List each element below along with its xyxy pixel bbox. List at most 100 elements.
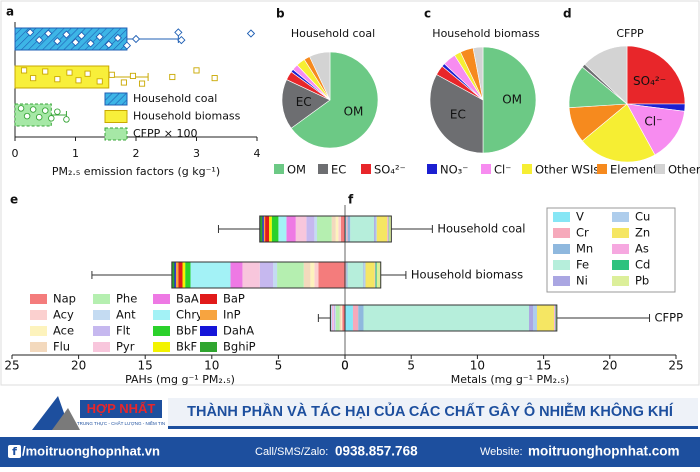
facebook-link[interactable]: /moitruonghopnhat.vn — [22, 443, 160, 458]
bar-segment — [314, 262, 318, 288]
legend-label: BaP — [223, 292, 245, 306]
point — [85, 71, 90, 76]
legend-swatch — [30, 310, 47, 320]
point — [67, 70, 72, 75]
bar-segment — [265, 216, 269, 242]
bar-segment — [296, 216, 307, 242]
point — [64, 117, 70, 123]
bar-segment — [364, 305, 530, 331]
website-label: Website: — [480, 446, 523, 458]
legend-swatch — [553, 212, 570, 222]
legend-label: DahA — [223, 324, 254, 338]
point — [130, 73, 135, 78]
legend-swatch — [153, 326, 170, 336]
legend-label: EC — [331, 163, 346, 177]
bar-segment — [358, 305, 363, 331]
bar-segment — [375, 262, 376, 288]
legend-swatch — [30, 326, 47, 336]
slice-label: SO₄²⁻ — [633, 74, 666, 88]
category-label: Household biomass — [411, 268, 523, 282]
bar-segment — [375, 262, 376, 288]
bar-segment — [304, 262, 311, 288]
legend-label: CFPP × 100 — [133, 127, 197, 140]
bar-segment — [277, 262, 304, 288]
legend-swatch — [522, 164, 532, 174]
x-tick-label: 20 — [602, 359, 617, 373]
legend-swatch — [105, 93, 127, 105]
x-tick-label: 15 — [536, 359, 551, 373]
legend-swatch — [612, 244, 629, 254]
x-tick-label: 4 — [254, 147, 261, 160]
bar-segment — [537, 305, 554, 331]
bar-segment — [377, 216, 388, 242]
legend-label: Flu — [53, 340, 70, 354]
legend-swatch — [30, 342, 47, 352]
legend-swatch — [553, 276, 570, 286]
website[interactable]: moitruonghopnhat.com — [528, 444, 679, 459]
slice-label: Cl⁻ — [644, 114, 662, 128]
banner-title: THÀNH PHẦN VÀ TÁC HẠI CỦA CÁC CHẤT GÂY Ô… — [187, 402, 674, 420]
slice-label: OM — [502, 93, 522, 107]
x-tick-label: 3 — [193, 147, 200, 160]
legend-swatch — [318, 164, 328, 174]
bar-segment — [175, 262, 176, 288]
bar-segment — [340, 305, 341, 331]
legend-swatch — [612, 228, 629, 238]
legend-swatch — [105, 111, 127, 123]
point — [36, 114, 42, 120]
bar-segment — [348, 262, 364, 288]
legend-swatch — [597, 164, 607, 174]
x-tick-label: 10 — [470, 359, 485, 373]
bar-segment — [260, 262, 273, 288]
legend-label: Zn — [635, 226, 650, 240]
x-tick-label: 1 — [72, 147, 79, 160]
point — [30, 107, 36, 113]
x-axis-label: PM₂.₅ emission factors (g kg⁻¹) — [52, 165, 220, 178]
bar — [15, 66, 109, 88]
legend-label: Household coal — [133, 92, 217, 105]
legend-swatch — [612, 276, 629, 286]
panel-label: e — [10, 193, 18, 207]
point — [43, 69, 48, 74]
point — [55, 77, 60, 82]
point — [121, 80, 126, 85]
bar-segment — [318, 262, 345, 288]
bar-segment — [272, 216, 279, 242]
legend-label: InP — [223, 308, 241, 322]
legend-label: Cu — [635, 210, 650, 224]
bar-segment — [332, 216, 336, 242]
legend-swatch — [612, 260, 629, 270]
bar-segment — [375, 216, 376, 242]
phone[interactable]: 0938.857.768 — [335, 444, 418, 459]
legend-label: Fe — [576, 258, 589, 272]
point — [49, 116, 55, 122]
point — [76, 78, 81, 83]
bar-segment — [230, 262, 242, 288]
point — [194, 68, 199, 73]
panel-label: d — [563, 7, 572, 21]
bar-segment — [314, 216, 317, 242]
point — [212, 76, 217, 81]
bar-segment — [389, 216, 390, 242]
slice-label: OM — [344, 104, 364, 118]
bar-segment — [306, 216, 314, 242]
legend-swatch — [553, 228, 570, 238]
x-tick-label: 25 — [668, 359, 683, 373]
title-rule — [168, 426, 698, 429]
bar-segment — [286, 216, 295, 242]
panel-label: a — [6, 5, 14, 19]
legend-swatch — [93, 326, 110, 336]
legend-swatch — [361, 164, 371, 174]
bar-segment — [278, 216, 286, 242]
panel-label: f — [348, 193, 354, 207]
bar-segment — [332, 305, 333, 331]
slice-label: EC — [450, 107, 466, 121]
legend-label: V — [576, 210, 584, 224]
point — [170, 74, 175, 79]
bar-segment — [185, 262, 190, 288]
legend-swatch — [200, 294, 217, 304]
x-tick-label: 10 — [204, 359, 219, 373]
panel-label: c — [424, 7, 431, 21]
legend-label: Chry — [176, 308, 203, 322]
legend-swatch — [553, 260, 570, 270]
